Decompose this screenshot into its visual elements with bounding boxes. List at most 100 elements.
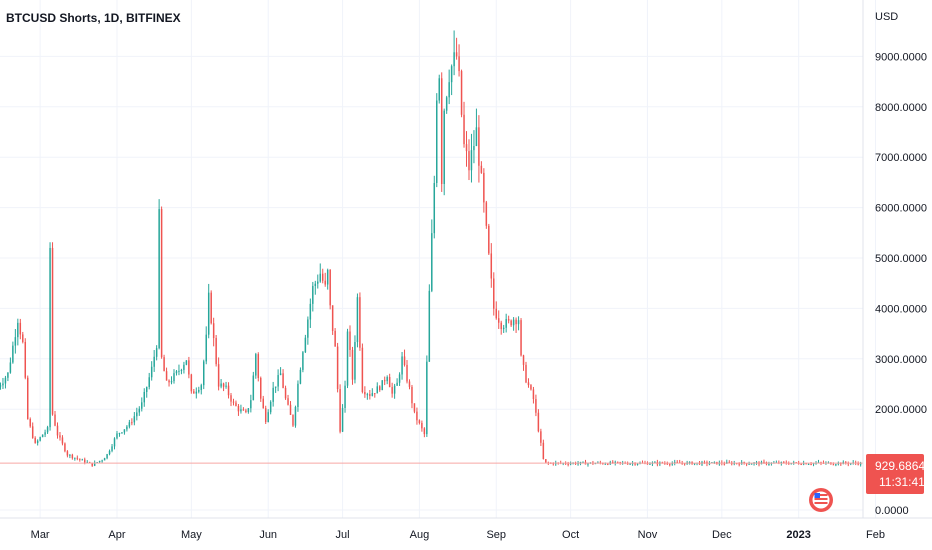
candle (527, 378, 530, 388)
candle-body (260, 377, 262, 399)
candle-body (440, 78, 443, 184)
candle-body (364, 392, 366, 395)
candle (428, 284, 431, 362)
candle (307, 316, 309, 345)
candle-body (537, 412, 540, 432)
candle (475, 108, 478, 147)
candle (217, 357, 220, 391)
candle (141, 397, 143, 412)
candle-body (210, 292, 212, 324)
candle (74, 457, 76, 461)
candle-body (426, 361, 428, 435)
candle (768, 461, 770, 466)
candle-body (495, 308, 497, 319)
candle-body (195, 391, 198, 394)
candle-body (4, 377, 7, 384)
candle (413, 403, 416, 414)
candle (7, 372, 9, 382)
candle (230, 392, 232, 407)
candle (421, 420, 423, 432)
candle-body (535, 399, 537, 413)
candle (388, 373, 391, 388)
candle-body (145, 386, 148, 392)
last-price-countdown: 11:31:41 (879, 475, 925, 489)
us-flag-icon[interactable] (809, 488, 833, 512)
candle-body (118, 433, 121, 435)
candle-body (71, 454, 74, 459)
candle (351, 346, 354, 385)
candle (317, 274, 319, 289)
candle-body (369, 394, 371, 396)
currency-label: USD (875, 11, 898, 23)
candle (339, 384, 341, 434)
candle-body (413, 403, 416, 412)
candle-body (810, 464, 812, 466)
candle (651, 461, 654, 467)
candle-body (141, 402, 143, 409)
candle-body (148, 377, 150, 387)
candle-body (59, 435, 61, 438)
candle (847, 461, 849, 467)
candle-body (294, 406, 297, 426)
candle-body (398, 374, 401, 383)
candle-body (594, 463, 597, 465)
candle-body (220, 383, 222, 387)
candle-body (341, 407, 344, 432)
candle-body (356, 297, 359, 343)
candle (341, 404, 344, 433)
candle-body (24, 341, 27, 378)
candle-body (470, 150, 473, 171)
candle (198, 386, 200, 394)
candle-body (36, 440, 39, 443)
candle-body (136, 412, 138, 417)
candle (245, 408, 247, 414)
candle-body (183, 364, 185, 370)
candle-body (688, 461, 691, 463)
candle-body (250, 400, 252, 409)
candle (163, 354, 165, 372)
candle-body (225, 385, 227, 387)
candle-body (612, 461, 614, 464)
candle-body (267, 412, 269, 423)
candle-body (168, 380, 170, 383)
candle-body (274, 386, 277, 388)
candle (155, 345, 158, 361)
candle (185, 360, 188, 366)
candle (232, 398, 235, 406)
price-axis[interactable]: 9000.0000 8000.0000 7000.0000 6000.0000 5000… (875, 51, 927, 517)
candle-body (416, 411, 418, 421)
time-axis[interactable]: Mar Apr May Jun Jul Aug Sep Oct Nov Dec 2023 Feb (31, 529, 885, 541)
candle-body (738, 463, 740, 465)
candle-body (673, 461, 676, 464)
candle-body (540, 431, 542, 443)
candle-body (346, 331, 349, 386)
candle-body (111, 446, 113, 451)
candle-body (205, 334, 207, 362)
candle (145, 386, 148, 398)
candle-body (545, 459, 547, 463)
candle-body (616, 461, 619, 463)
candle-body (2, 383, 4, 386)
candle (673, 459, 676, 466)
y-tick-label: 7000.0000 (875, 152, 927, 164)
candle-body (669, 464, 671, 466)
candle-body (143, 391, 145, 403)
candle (431, 219, 433, 293)
candle-body (483, 172, 485, 203)
candle (312, 281, 314, 312)
candle (66, 450, 69, 458)
candle (79, 458, 81, 462)
candle-body (393, 385, 396, 394)
candle (493, 272, 495, 316)
candle-body (453, 52, 455, 67)
x-tick-label: Mar (31, 529, 50, 541)
candle (188, 356, 190, 379)
candle-body (515, 319, 517, 325)
x-tick-label: Jun (259, 529, 277, 541)
candle-body (431, 233, 433, 291)
candle-body (634, 463, 636, 465)
candle (113, 437, 116, 450)
candle (133, 412, 136, 426)
candle (540, 428, 542, 447)
